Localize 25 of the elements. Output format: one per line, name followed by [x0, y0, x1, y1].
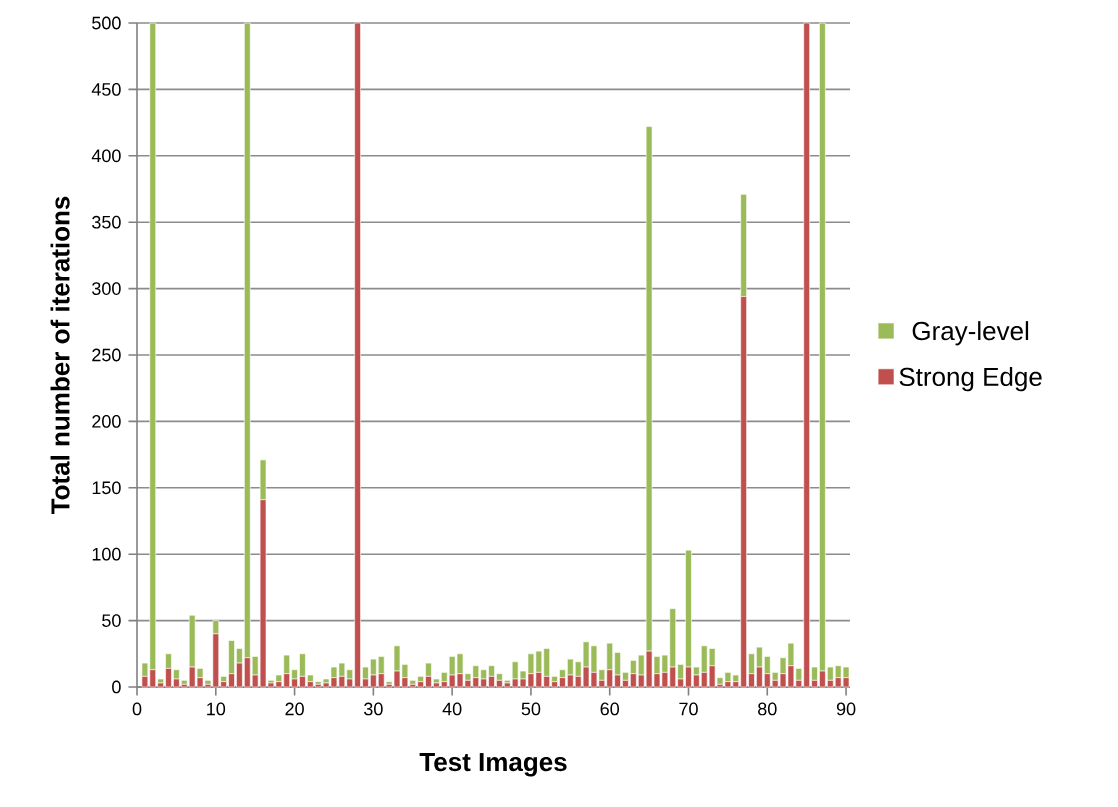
x-tick-label: 0 — [132, 702, 142, 716]
x-tick-label: 80 — [758, 702, 777, 716]
y-tick-label: 450 — [91, 83, 121, 96]
y-tick-label: 200 — [92, 415, 121, 428]
x-tick-label: 40 — [442, 702, 462, 716]
x-tick-label: 50 — [521, 702, 541, 716]
x-tick-label: 30 — [364, 702, 383, 716]
legend-label: Gray-level — [912, 321, 1029, 346]
y-tick-label: 300 — [92, 282, 121, 295]
y-axis-title: Total number of iterations — [50, 196, 70, 515]
y-tick-label: 350 — [92, 215, 121, 229]
y-tick-label: 0 — [112, 680, 121, 694]
y-tick-label: 100 — [92, 547, 121, 561]
y-tick-label: 50 — [102, 614, 121, 627]
x-tick-label: 20 — [285, 702, 304, 716]
x-tick-label: 90 — [836, 702, 856, 716]
x-tick-label: 70 — [679, 702, 698, 716]
y-tick-label: 250 — [92, 348, 121, 362]
x-tick-label: 60 — [600, 702, 620, 716]
y-tick-label: 400 — [91, 149, 121, 163]
y-tick-label: 150 — [92, 481, 121, 495]
x-tick-label: 10 — [207, 702, 226, 716]
legend-label: Strong Edge — [899, 366, 1042, 392]
x-axis-title: Test Images — [419, 753, 567, 777]
y-tick-label: 500 — [92, 16, 121, 30]
